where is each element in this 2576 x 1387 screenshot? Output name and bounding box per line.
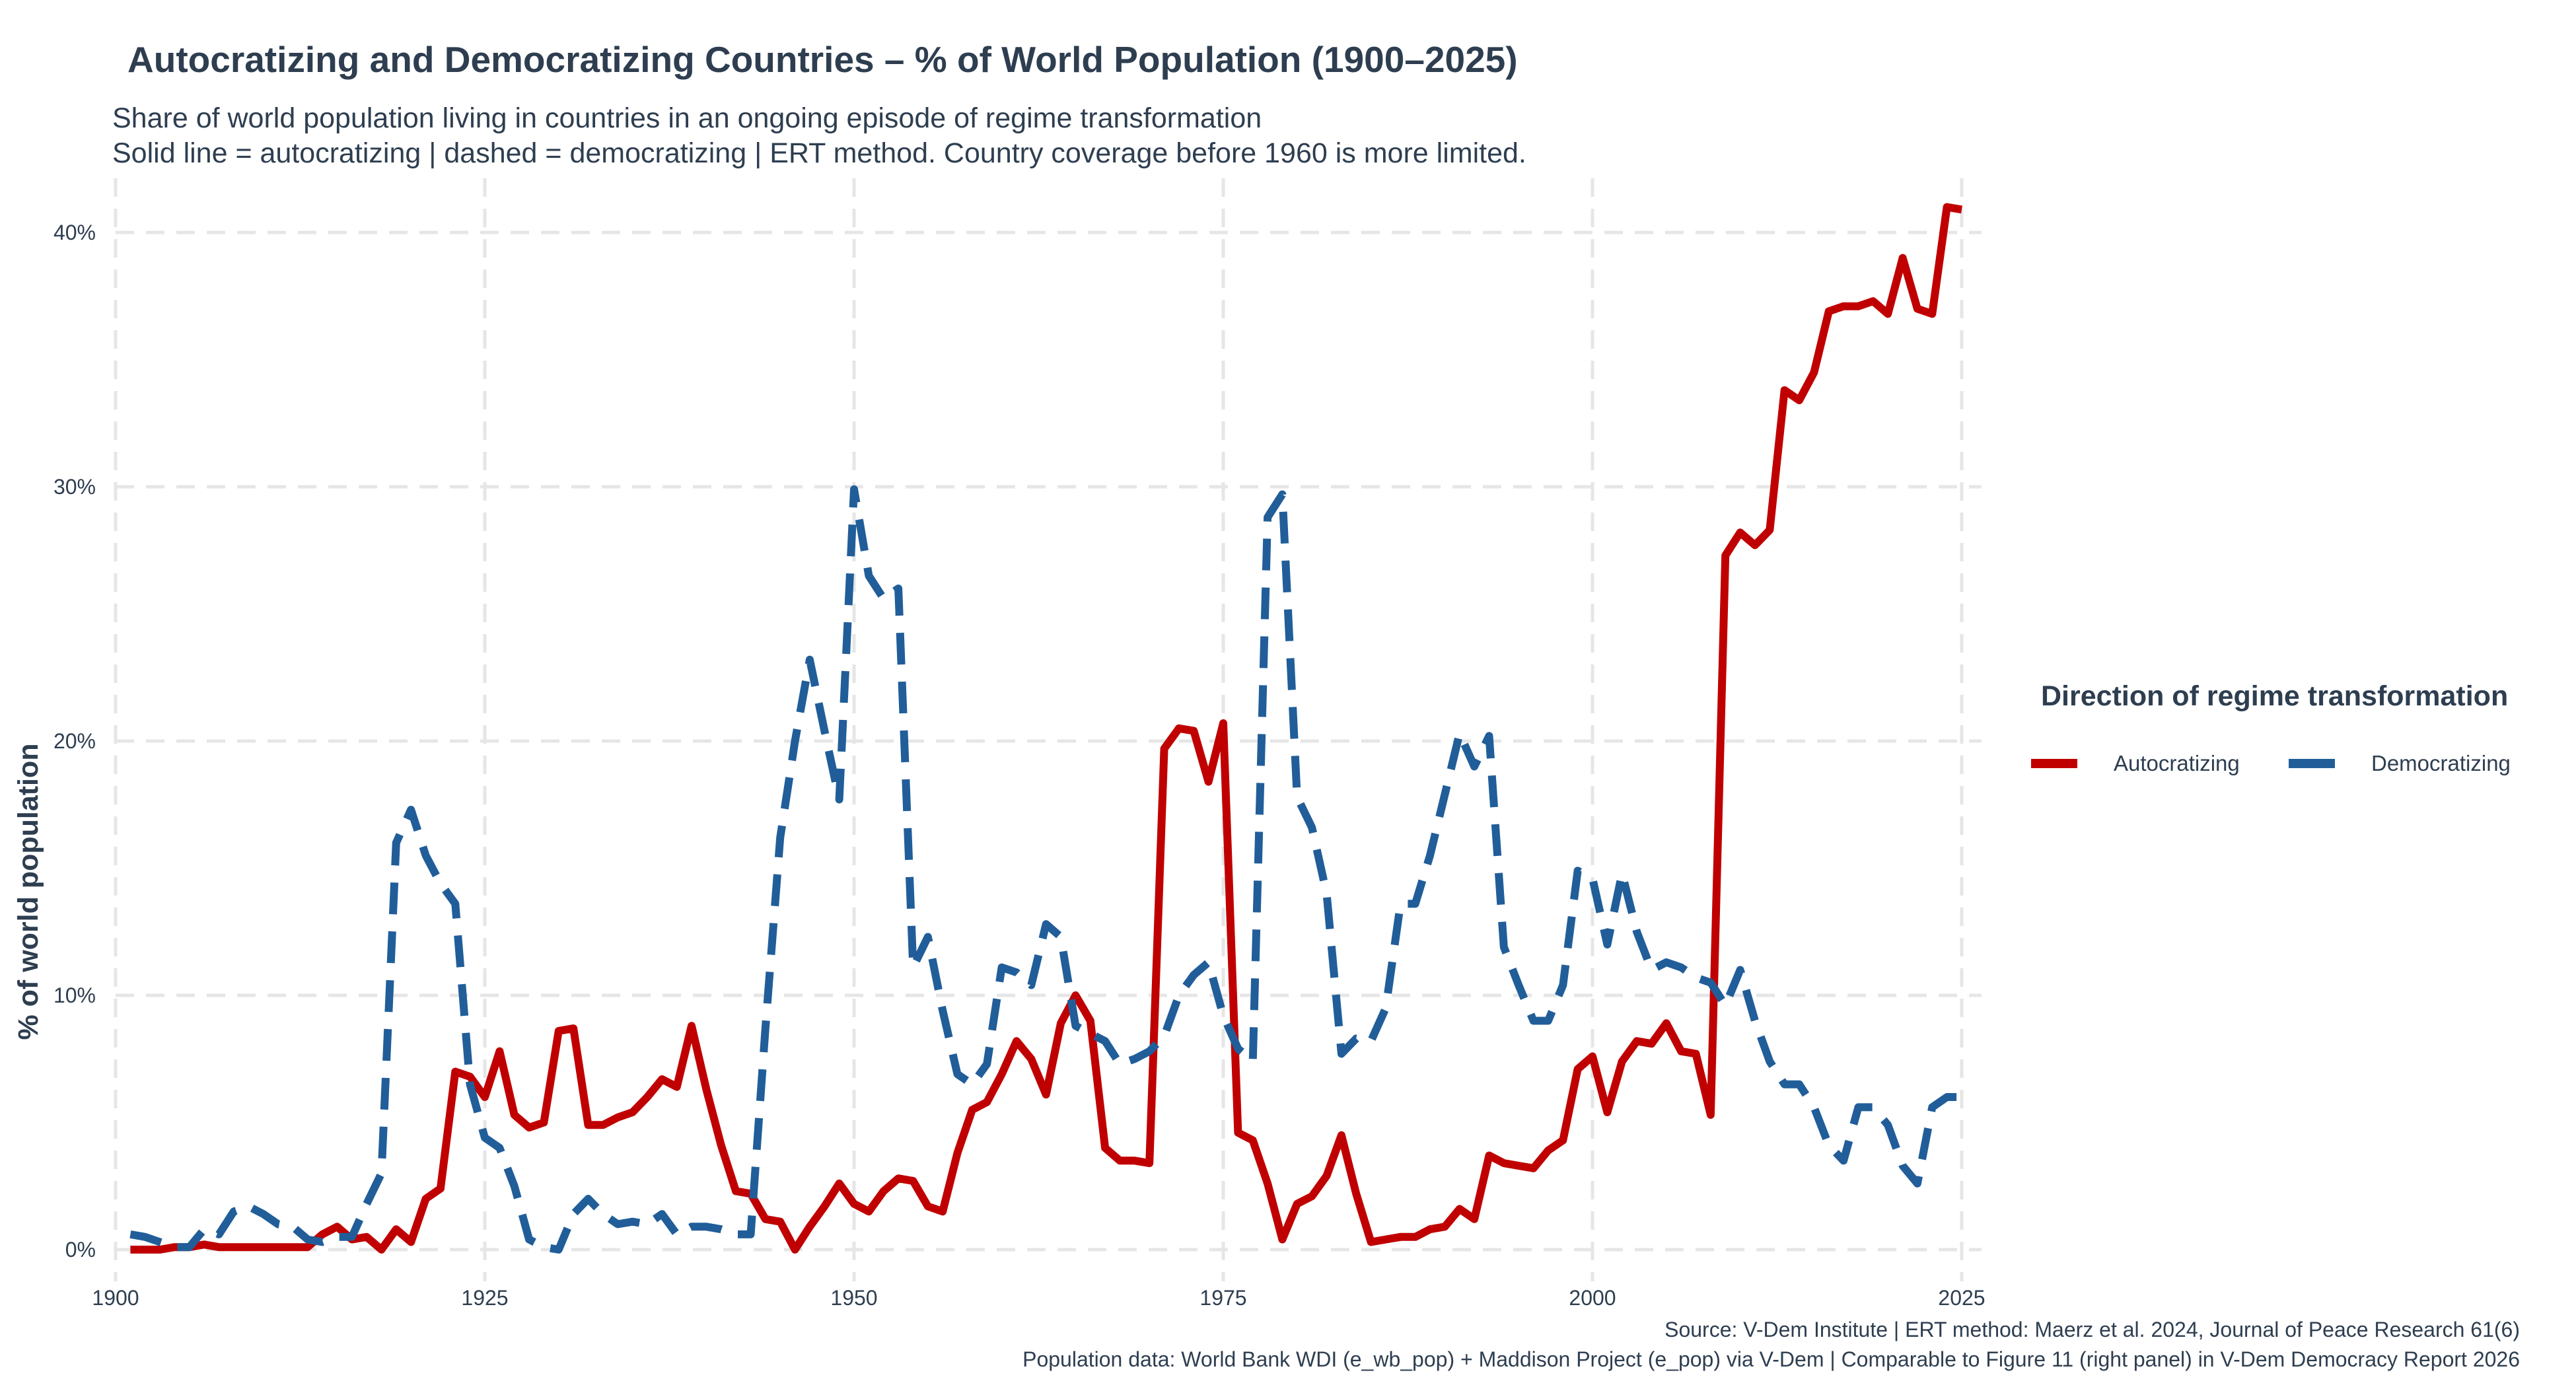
legend-label-democratizing: Democratizing — [2371, 751, 2511, 775]
y-tick-label: 10% — [54, 983, 96, 1007]
chart-title: Autocratizing and Democratizing Countrie… — [127, 39, 1518, 80]
legend-label-autocratizing: Autocratizing — [2114, 751, 2240, 775]
series-line-democratizing — [129, 485, 1962, 1254]
y-tick-label: 0% — [65, 1238, 96, 1262]
x-tick-label: 1950 — [830, 1286, 877, 1310]
y-tick-label: 30% — [54, 475, 96, 499]
population-data-caption: Population data: World Bank WDI (e_wb_po… — [1022, 1347, 2520, 1371]
legend-item-autocratizing[interactable]: Autocratizing — [2031, 750, 2240, 777]
y-axis-label: % of world population — [13, 743, 44, 1040]
legend-key-democratizing — [2289, 759, 2335, 768]
x-tick-label: 2000 — [1569, 1286, 1616, 1310]
x-tick-label: 1900 — [92, 1286, 139, 1310]
grid-lines — [114, 178, 1982, 1281]
y-tick-label: 20% — [54, 729, 96, 753]
chart-subtitle-line-1: Share of world population living in coun… — [112, 102, 1262, 134]
x-tick-label: 1975 — [1199, 1286, 1246, 1310]
legend-title: Direction of regime transformation — [2041, 680, 2509, 712]
legend-key-autocratizing — [2031, 759, 2077, 768]
chart-subtitle-line-2: Solid line = autocratizing | dashed = de… — [112, 137, 1526, 169]
series-layer — [129, 203, 1963, 1254]
x-tick-label: 2025 — [1938, 1286, 1985, 1310]
y-tick-label: 40% — [54, 221, 96, 244]
x-tick-label: 1925 — [461, 1286, 508, 1310]
series-line-autocratizing — [130, 203, 1963, 1254]
legend-item-democratizing[interactable]: Democratizing — [2289, 750, 2511, 777]
tick-labels: 1900 1925 1950 1975 2000 2025 0% 10% 20% 30% 40% — [54, 221, 1986, 1310]
source-caption: Source: V-Dem Institute | ERT method: Ma… — [1664, 1318, 2520, 1341]
